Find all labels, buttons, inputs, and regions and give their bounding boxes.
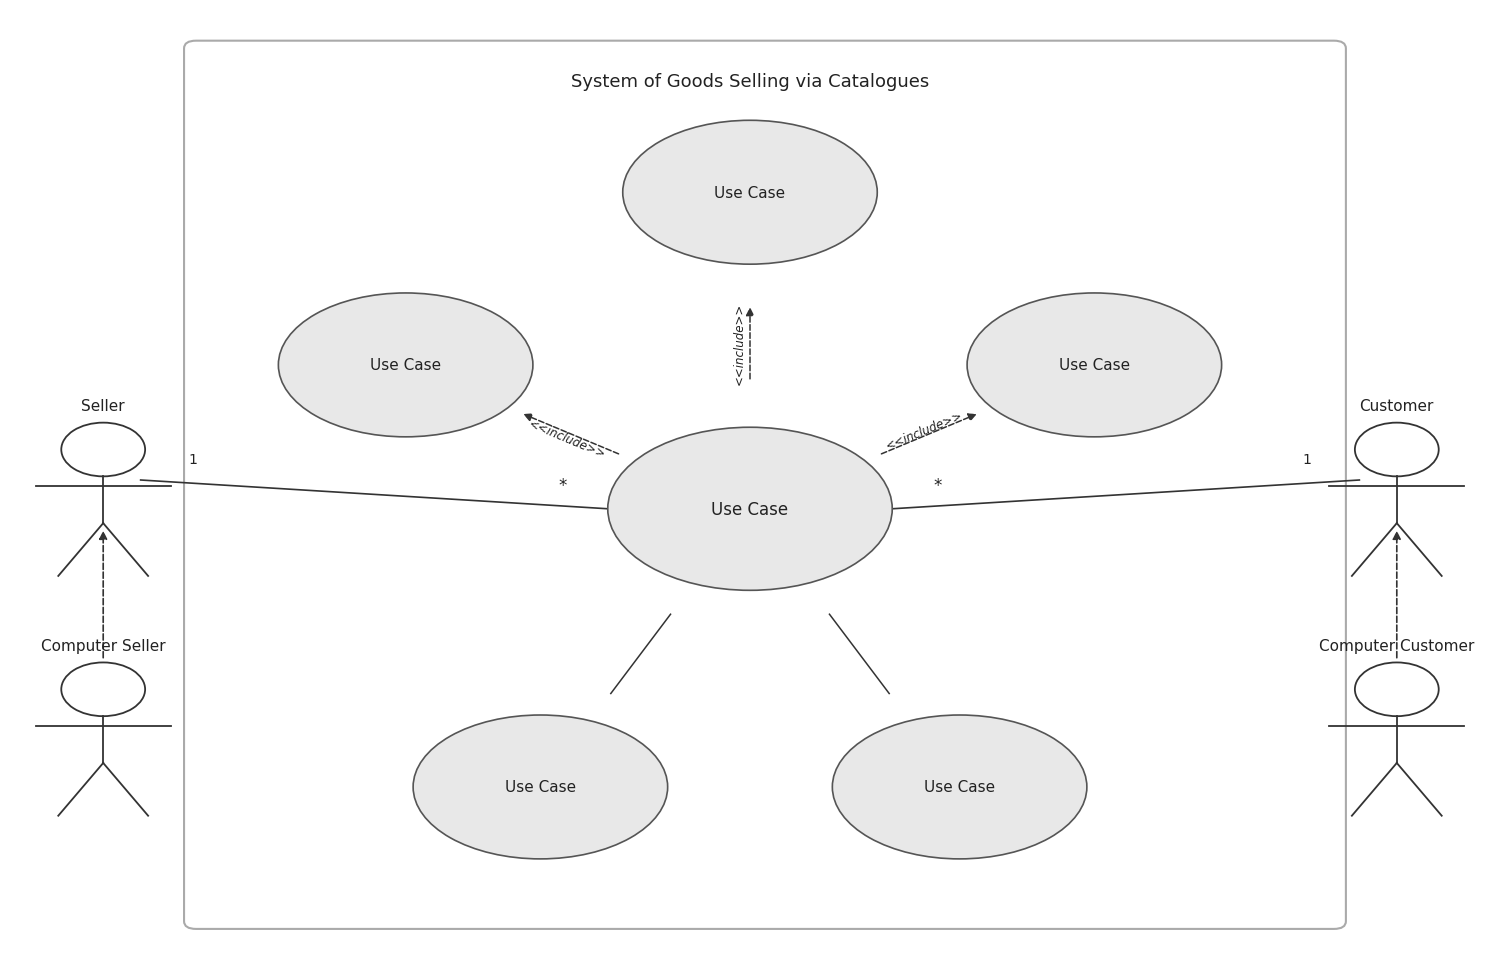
- Text: <<include>>: <<include>>: [526, 417, 608, 460]
- Text: <<include>>: <<include>>: [885, 408, 965, 452]
- Ellipse shape: [608, 428, 892, 591]
- Text: Use Case: Use Case: [924, 779, 994, 795]
- Text: System of Goods Selling via Catalogues: System of Goods Selling via Catalogues: [572, 73, 928, 91]
- Ellipse shape: [622, 121, 878, 265]
- Text: 1: 1: [1302, 452, 1311, 466]
- FancyBboxPatch shape: [184, 41, 1346, 929]
- Ellipse shape: [833, 715, 1088, 859]
- Ellipse shape: [413, 715, 668, 859]
- Text: Use Case: Use Case: [1059, 358, 1130, 373]
- Text: <<include>>: <<include>>: [732, 303, 746, 384]
- Text: Use Case: Use Case: [370, 358, 441, 373]
- Text: Computer Seller: Computer Seller: [40, 638, 165, 653]
- Ellipse shape: [279, 294, 532, 437]
- Text: 1: 1: [189, 452, 198, 466]
- Text: Computer Customer: Computer Customer: [1318, 638, 1474, 653]
- Text: Customer: Customer: [1359, 399, 1434, 413]
- Text: Use Case: Use Case: [714, 185, 786, 201]
- Text: *: *: [558, 477, 567, 495]
- Ellipse shape: [968, 294, 1221, 437]
- Text: Use Case: Use Case: [506, 779, 576, 795]
- Text: Seller: Seller: [81, 399, 124, 413]
- Text: *: *: [933, 477, 942, 495]
- Text: Use Case: Use Case: [711, 501, 789, 518]
